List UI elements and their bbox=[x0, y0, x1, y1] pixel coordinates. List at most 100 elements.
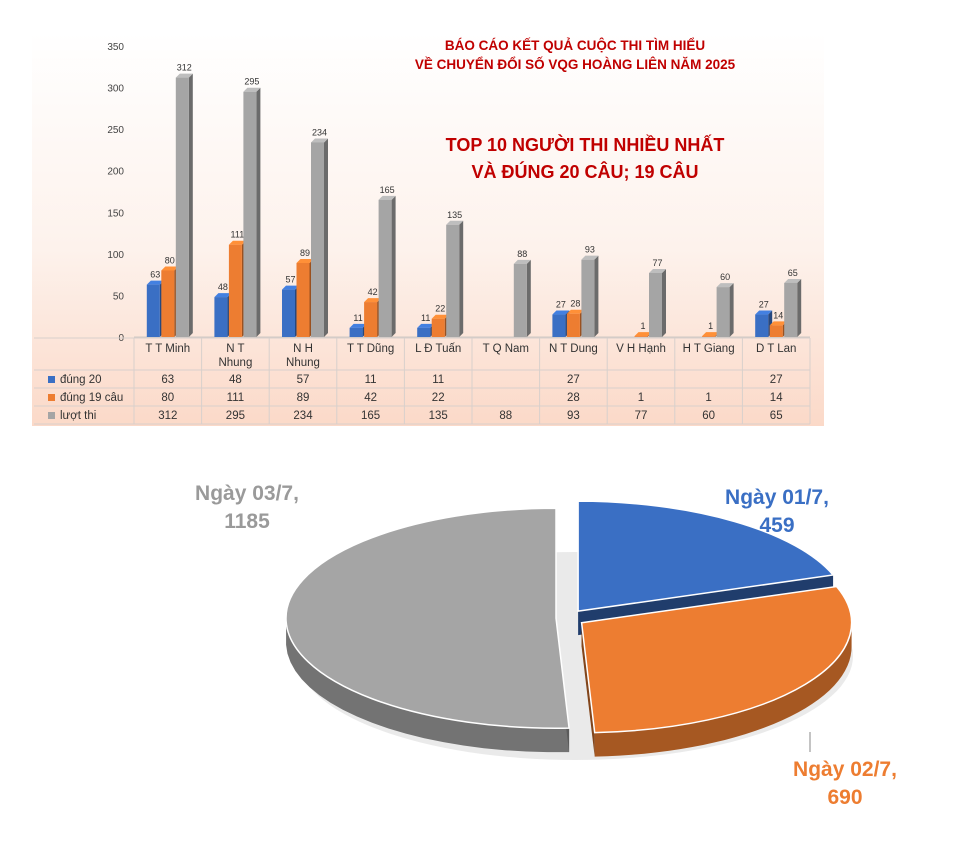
x-tick-label: Nhung bbox=[286, 357, 320, 369]
chart-title: BÁO CÁO KẾT QUẢ CUỘC THI TÌM HIỂU bbox=[445, 38, 705, 53]
bar-đúng-19-câu bbox=[702, 336, 716, 337]
table-cell: 165 bbox=[361, 410, 380, 422]
bar-đúng-20 bbox=[214, 297, 228, 337]
bar-data-label: 57 bbox=[285, 275, 295, 285]
bar-top bbox=[581, 255, 599, 260]
legend-label: đúng 19 câu bbox=[60, 392, 123, 404]
bar-top bbox=[296, 259, 314, 264]
bar-side bbox=[324, 138, 328, 337]
x-tick-label: V H Hạnh bbox=[616, 343, 666, 355]
x-tick-label: T Q Nam bbox=[483, 343, 529, 355]
bar-data-label: 11 bbox=[353, 313, 362, 323]
table-cell: 88 bbox=[499, 410, 512, 422]
bar-data-label: 89 bbox=[300, 248, 310, 258]
bar-side bbox=[594, 255, 599, 337]
table-cell: 27 bbox=[770, 374, 783, 386]
bar-side bbox=[459, 220, 464, 337]
pie-slice bbox=[285, 507, 570, 729]
bar-data-label: 28 bbox=[570, 299, 580, 309]
table-cell: 42 bbox=[364, 392, 377, 404]
chart-subtitle: VỀ CHUYỂN ĐỔI SỐ VQG HOÀNG LIÊN NĂM 2025 bbox=[415, 57, 736, 72]
bar-đúng-19-câu bbox=[634, 336, 648, 337]
bar-data-label: 65 bbox=[788, 268, 798, 278]
bar-data-label: 27 bbox=[556, 300, 566, 310]
x-tick-label: T T Minh bbox=[145, 343, 190, 355]
chart-annotation-line2: VÀ ĐÚNG 20 CÂU; 19 CÂU bbox=[471, 161, 698, 182]
bar-đúng-20 bbox=[349, 327, 363, 337]
pie-chart-panel: Ngày 01/7, 459 Ngày 02/7, 690 Ngày 03/7, 1185 bbox=[185, 470, 945, 830]
pie-slice-side bbox=[594, 621, 852, 757]
x-tick-label: H T Giang bbox=[683, 343, 735, 355]
bar-top bbox=[214, 293, 232, 298]
bar-lượt-thi bbox=[175, 77, 189, 337]
bar-đúng-20 bbox=[146, 284, 160, 337]
y-tick-label: 300 bbox=[107, 84, 124, 95]
table-cell: 22 bbox=[432, 392, 445, 404]
bar-data-label: 111 bbox=[231, 230, 245, 240]
table-cell: 135 bbox=[429, 410, 448, 422]
bar-đúng-19-câu bbox=[296, 263, 310, 337]
bar-side bbox=[729, 283, 734, 337]
table-cell: 48 bbox=[229, 374, 242, 386]
bar-side bbox=[797, 278, 802, 337]
table-cell: 89 bbox=[297, 392, 310, 404]
pie-chart: Ngày 01/7, 459 Ngày 02/7, 690 Ngày 03/7, 1185 bbox=[195, 482, 897, 809]
chart-background bbox=[32, 32, 824, 426]
bar-data-label: 1 bbox=[708, 321, 713, 331]
legend-key bbox=[48, 376, 55, 383]
legend-label: đúng 20 bbox=[60, 374, 102, 386]
table-cell: 80 bbox=[161, 392, 174, 404]
bar-đúng-20 bbox=[417, 327, 431, 337]
bar-lượt-thi bbox=[311, 142, 324, 337]
bar-top bbox=[702, 332, 720, 337]
bar-data-label: 93 bbox=[585, 245, 595, 255]
bar-top bbox=[378, 195, 396, 200]
bar-đúng-19-câu bbox=[161, 270, 175, 337]
bar-top bbox=[311, 138, 328, 143]
bar-top bbox=[243, 87, 261, 92]
bar-data-label: 295 bbox=[244, 77, 259, 87]
bar-top bbox=[431, 314, 449, 319]
bar-đúng-19-câu bbox=[364, 302, 378, 337]
pie-slice-value: 1185 bbox=[224, 510, 270, 533]
bar-đúng-20 bbox=[282, 289, 295, 337]
pie-slice-label: Ngày 03/7, bbox=[195, 482, 299, 505]
table-cell: 295 bbox=[226, 410, 245, 422]
bar-side bbox=[256, 87, 261, 337]
bar-chart: 0501001502002503003506380312481112955789… bbox=[32, 32, 824, 426]
bar-lượt-thi bbox=[378, 199, 392, 337]
legend-key bbox=[48, 394, 55, 401]
bar-lượt-thi bbox=[581, 259, 595, 337]
table-cell: 27 bbox=[567, 374, 580, 386]
bar-top bbox=[349, 323, 367, 328]
bar-data-label: 11 bbox=[421, 313, 430, 323]
bar-data-label: 14 bbox=[773, 310, 783, 320]
table-cell: 60 bbox=[702, 410, 715, 422]
chart-annotation-line1: TOP 10 NGƯỜI THI NHIỀU NHẤT bbox=[446, 134, 725, 155]
bar-side bbox=[526, 259, 531, 337]
x-tick-label: N T Dung bbox=[549, 343, 598, 355]
bar-đúng-20 bbox=[552, 314, 566, 337]
bar-data-label: 234 bbox=[312, 127, 327, 137]
table-cell: 11 bbox=[365, 374, 377, 386]
y-tick-label: 150 bbox=[107, 208, 124, 219]
bar-top bbox=[649, 268, 666, 273]
bar-data-label: 1 bbox=[640, 321, 645, 331]
bar-đúng-19-câu bbox=[431, 318, 445, 337]
bar-đúng-19-câu bbox=[228, 244, 242, 337]
x-tick-label: Nhung bbox=[218, 357, 252, 369]
y-tick-label: 100 bbox=[107, 250, 124, 261]
pie-slice-value: 459 bbox=[759, 514, 794, 537]
bar-top bbox=[634, 332, 652, 337]
bar-side bbox=[662, 268, 666, 337]
x-tick-label: D T Lan bbox=[756, 343, 797, 355]
bar-data-label: 165 bbox=[380, 185, 395, 195]
bar-top bbox=[784, 278, 802, 283]
bar-top bbox=[552, 310, 570, 315]
x-tick-label: L Đ Tuấn bbox=[415, 343, 461, 355]
bar-top bbox=[282, 285, 299, 290]
y-tick-label: 250 bbox=[107, 125, 124, 136]
bar-data-label: 42 bbox=[368, 287, 378, 297]
table-cell: 65 bbox=[770, 410, 783, 422]
table-cell: 77 bbox=[635, 410, 648, 422]
